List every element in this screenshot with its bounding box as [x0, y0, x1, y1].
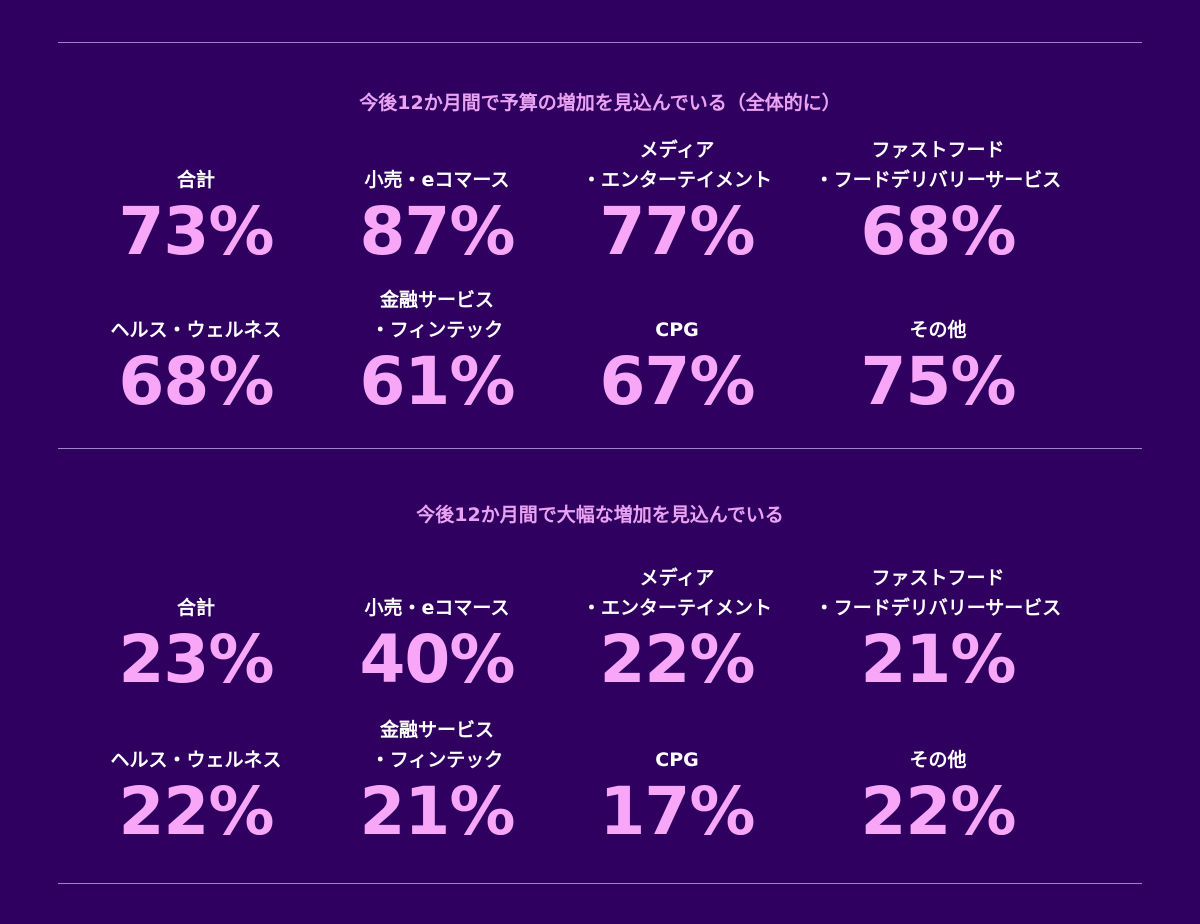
stat-label-line: ・エンターテイメント	[581, 597, 772, 619]
divider	[58, 883, 1142, 884]
stat-label-line: その他	[909, 319, 967, 341]
stat-card: 金融サービス ・フィンテック 61%	[307, 285, 567, 419]
stat-card: ヘルス・ウェルネス 68%	[66, 285, 326, 419]
stat-label-line: その他	[909, 749, 967, 771]
stat-value: 73%	[118, 193, 275, 270]
stat-card: メディア・エンターテイメント 22%	[547, 563, 807, 697]
stat-label-line: ・フィンテック	[370, 319, 504, 341]
stat-label: ヘルス・ウェルネス	[110, 285, 281, 345]
stat-row: 合計 23% 小売・eコマース 40% メディア ・エンターテイメント 22% ファストフード…	[0, 563, 1200, 723]
stat-label: ファストフード・フードデリバリーサービス	[815, 135, 1062, 195]
stat-label-line: メディア	[639, 139, 715, 161]
stat-label-line: 金融サービス	[379, 289, 494, 311]
stat-label: 金融サービス ・フィンテック	[371, 715, 504, 775]
section-title: 今後12か月間で予算の増加を見込んでいる（全体的に）	[359, 92, 841, 114]
stat-card: 合計 73%	[66, 135, 326, 269]
stat-label: その他	[909, 715, 966, 775]
stat-card: その他 75%	[808, 285, 1068, 419]
divider	[58, 448, 1142, 449]
stat-row: ヘルス・ウェルネス 68% 金融サービス ・フィンテック 61% CPG 67% その他 75%	[0, 285, 1200, 445]
stat-value: 67%	[599, 343, 756, 420]
stat-row: 合計 73% 小売・eコマース 87% メディア ・エンターテイメント 77% ファストフード…	[0, 135, 1200, 295]
stat-label: 合計	[177, 563, 215, 623]
stat-row: ヘルス・ウェルネス 22% 金融サービス ・フィンテック 21% CPG 17% その他 22%	[0, 715, 1200, 875]
stat-label: ファストフード・フードデリバリーサービス	[815, 563, 1062, 623]
stat-label-line: ・フィンテック	[370, 749, 504, 771]
stat-value: 68%	[118, 343, 275, 420]
stat-value: 87%	[359, 193, 516, 270]
stat-label-line: CPG	[655, 319, 699, 341]
stat-value: 21%	[359, 773, 516, 850]
stat-label: その他	[909, 285, 966, 345]
stat-label-line: ファストフード	[871, 139, 1005, 161]
stat-label: メディア・エンターテイメント	[582, 563, 772, 623]
stat-value: 75%	[860, 343, 1017, 420]
stat-card: ファストフード・フードデリバリーサービス 68%	[808, 135, 1068, 269]
stat-label-line: ファストフード	[871, 567, 1005, 589]
stat-value: 22%	[599, 621, 756, 698]
stat-value: 77%	[599, 193, 756, 270]
stat-value: 23%	[118, 621, 275, 698]
divider	[58, 42, 1142, 43]
stat-card: CPG 67%	[547, 285, 807, 419]
stat-value: 22%	[860, 773, 1017, 850]
stat-label-line: ヘルス・ウェルネス	[110, 749, 282, 771]
stat-label-line: 小売・eコマース	[364, 169, 510, 191]
stat-label: 合計	[177, 135, 215, 195]
stat-value: 40%	[359, 621, 516, 698]
stat-card: ヘルス・ウェルネス 22%	[66, 715, 326, 849]
stat-card: CPG 17%	[547, 715, 807, 849]
stat-label-line: ・エンターテイメント	[581, 169, 772, 191]
stat-value: 61%	[359, 343, 516, 420]
stat-card: 金融サービス ・フィンテック 21%	[307, 715, 567, 849]
stat-card: 小売・eコマース 87%	[307, 135, 567, 269]
stat-label-line: CPG	[655, 749, 699, 771]
stat-label-line: 合計	[176, 597, 215, 619]
stat-label-line: 金融サービス	[379, 719, 494, 741]
stat-card: 小売・eコマース 40%	[307, 563, 567, 697]
stat-label-line: 小売・eコマース	[364, 597, 510, 619]
stat-label-line: 合計	[176, 169, 215, 191]
stat-value: 22%	[118, 773, 275, 850]
stat-card: その他 22%	[808, 715, 1068, 849]
stat-label-line: メディア	[639, 567, 715, 589]
stat-label: ヘルス・ウェルネス	[110, 715, 281, 775]
stat-card: ファストフード・フードデリバリーサービス 21%	[808, 563, 1068, 697]
stat-label-line: ヘルス・ウェルネス	[110, 319, 282, 341]
section-title: 今後12か月間で大幅な増加を見込んでいる	[416, 504, 784, 526]
stat-label: CPG	[655, 285, 698, 345]
stat-label-line: ・フードデリバリーサービス	[814, 169, 1062, 191]
stat-card: 合計 23%	[66, 563, 326, 697]
stat-value: 21%	[860, 621, 1017, 698]
stat-value: 17%	[599, 773, 756, 850]
stat-label: 小売・eコマース	[365, 563, 510, 623]
stat-label: 小売・eコマース	[365, 135, 510, 195]
stat-label: CPG	[655, 715, 698, 775]
stat-value: 68%	[860, 193, 1017, 270]
stat-label: メディア・エンターテイメント	[582, 135, 772, 195]
stat-card: メディア・エンターテイメント 77%	[547, 135, 807, 269]
stat-label: 金融サービス ・フィンテック	[371, 285, 504, 345]
stat-label-line: ・フードデリバリーサービス	[814, 597, 1062, 619]
